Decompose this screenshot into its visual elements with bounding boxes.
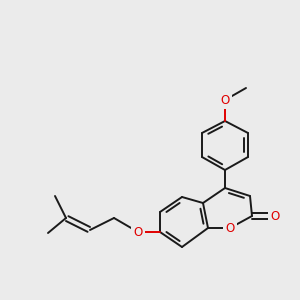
Text: O: O — [225, 221, 235, 235]
Text: O: O — [220, 94, 230, 106]
Text: O: O — [134, 226, 142, 238]
Text: O: O — [270, 209, 280, 223]
